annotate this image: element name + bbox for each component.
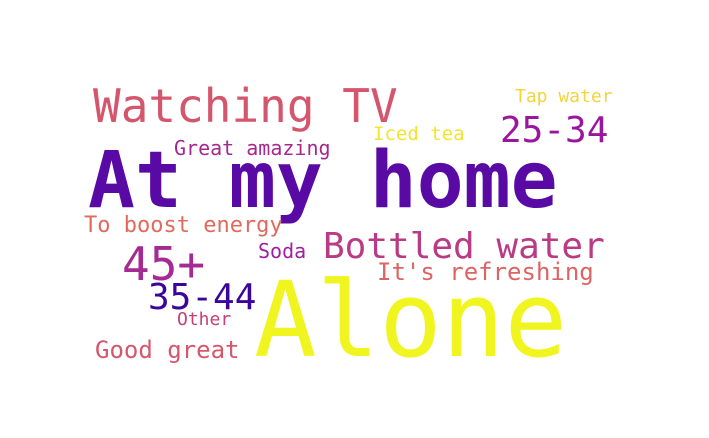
word-35-44: 35-44 xyxy=(148,277,257,318)
word-iced-tea: Iced tea xyxy=(373,123,465,145)
word-watching-tv: Watching TV xyxy=(93,79,398,133)
word-45-plus: 45+ xyxy=(122,237,206,291)
word-good-great: Good great xyxy=(95,336,240,364)
word-to-boost-energy: To boost energy xyxy=(84,213,283,238)
word-bottled-water: Bottled water xyxy=(323,226,605,267)
word-25-34: 25-34 xyxy=(500,110,609,151)
word-soda: Soda xyxy=(258,239,307,263)
word-tap-water: Tap water xyxy=(515,86,613,107)
word-at-my-home: At my home xyxy=(88,136,558,226)
word-great-amazing: Great amazing xyxy=(174,136,331,160)
word-alone: Alone xyxy=(254,259,568,381)
word-its-refreshing: It's refreshing xyxy=(377,258,594,286)
word-other: Other xyxy=(177,309,232,330)
